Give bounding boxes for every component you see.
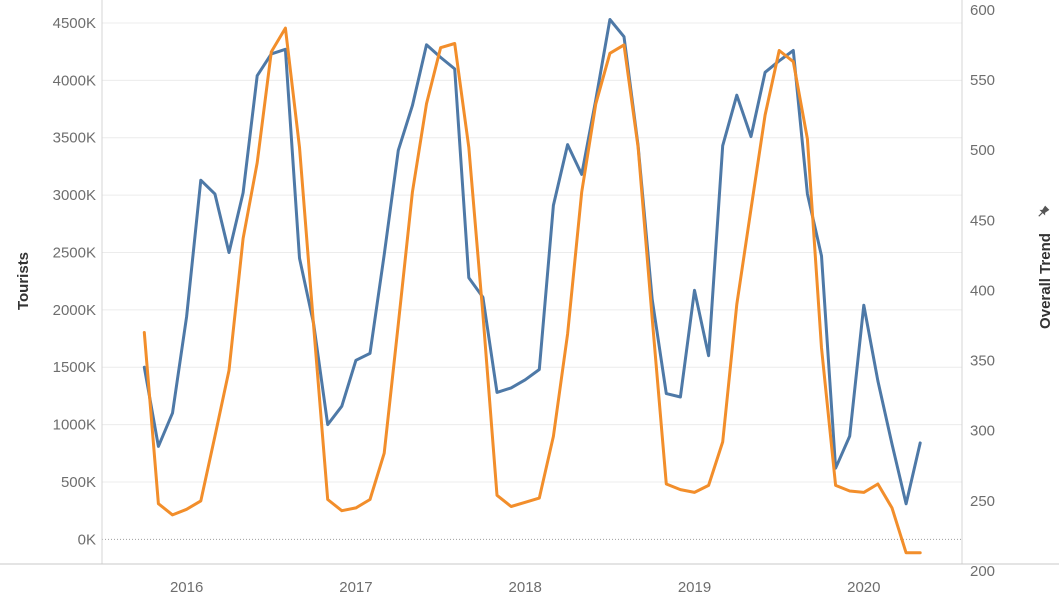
y-tick-label: 1000K: [53, 417, 96, 434]
y2-tick-label: 400: [970, 282, 995, 299]
series-layer: [142, 18, 922, 555]
x-tick-label: 2018: [509, 579, 542, 596]
y2-tick-label: 450: [970, 212, 995, 229]
x-tick-label: 2017: [339, 579, 372, 596]
y2-tick-label: 350: [970, 353, 995, 370]
y2-tick-label: 550: [970, 72, 995, 89]
gridlines: [102, 22, 962, 540]
y2-tick-label: 250: [970, 493, 995, 510]
y-tick-label: 0K: [78, 531, 96, 548]
y-tick-label: 4500K: [53, 15, 96, 32]
plot-frame: [0, 0, 1059, 565]
overall-trend-line: [142, 26, 922, 555]
y-tick-label: 3500K: [53, 130, 96, 147]
y-tick-label: 3000K: [53, 187, 96, 204]
y-tick-label: 4000K: [53, 72, 96, 89]
y-axis-title: Tourists: [15, 252, 32, 310]
y2-axis-title: Overall Trend: [1037, 233, 1054, 329]
x-tick-label: 2019: [678, 579, 711, 596]
tourists-line: [142, 18, 922, 506]
pin-icon[interactable]: [1036, 205, 1050, 219]
y-tick-label: 2500K: [53, 244, 96, 261]
y-tick-label: 1500K: [53, 359, 96, 376]
y2-tick-label: 600: [970, 2, 995, 19]
x-axis-ticks: 2016 2017 2018 2019 2020: [170, 579, 881, 596]
y2-tick-label: 300: [970, 423, 995, 440]
x-tick-label: 2016: [170, 579, 203, 596]
y2-tick-label: 500: [970, 142, 995, 159]
y2-axis-title-group[interactable]: Overall Trend: [1036, 205, 1054, 329]
right-axis-ticks: 200 250 300 350 400 450 500 550 600: [970, 2, 995, 580]
y-tick-label: 2000K: [53, 302, 96, 319]
left-axis-ticks: 0K 500K 1000K 1500K 2000K 2500K 3000K 3500K 4000…: [53, 15, 96, 548]
x-tick-label: 2020: [847, 579, 880, 596]
y2-tick-label: 200: [970, 563, 995, 580]
y-tick-label: 500K: [61, 474, 96, 491]
